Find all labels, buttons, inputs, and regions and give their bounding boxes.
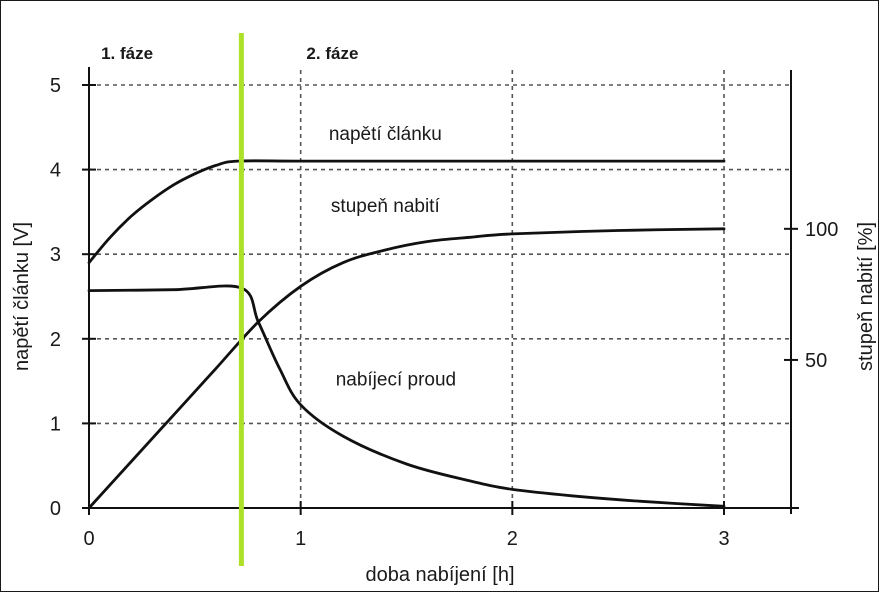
x-axis-title: doba nabíjení [h] (365, 564, 514, 586)
curves-layer (87, 159, 726, 510)
series-label-napeti-clanku: napětí článku (329, 124, 442, 145)
y-tick-label: 5 (50, 75, 61, 97)
y-tick-label: 4 (50, 160, 61, 182)
labels-layer: napětí článku stupeň nabití nabíjecí proud… (101, 44, 456, 390)
series-label-nabijeci-proud: nabíjecí proud (336, 369, 456, 390)
y2-axis-title: stupeň nabití [%] (855, 222, 877, 371)
series-line-napeti-clanku (87, 159, 726, 265)
y2-tick-label: 100 (805, 219, 838, 241)
series-line-stupen-nabiti (87, 227, 726, 510)
y-axis-title: napětí článku [V] (11, 222, 33, 371)
x-tick-label: 2 (507, 528, 518, 550)
y-tick-label: 0 (50, 498, 61, 520)
series-label-stupen-nabiti: stupeň nabití (331, 196, 441, 217)
x-tick-label: 3 (718, 528, 729, 550)
y2-tick-label: 50 (805, 350, 827, 372)
phase-label: 2. fáze (306, 44, 358, 63)
y-tick-label: 2 (50, 329, 61, 351)
x-tick-label: 1 (295, 528, 306, 550)
series-line-nabijeci-proud (87, 284, 726, 508)
y-tick-label: 3 (50, 244, 61, 266)
y-tick-label: 1 (50, 413, 61, 435)
grid-layer (89, 70, 791, 508)
phase-label: 1. fáze (101, 44, 153, 63)
x-tick-label: 0 (83, 528, 94, 550)
